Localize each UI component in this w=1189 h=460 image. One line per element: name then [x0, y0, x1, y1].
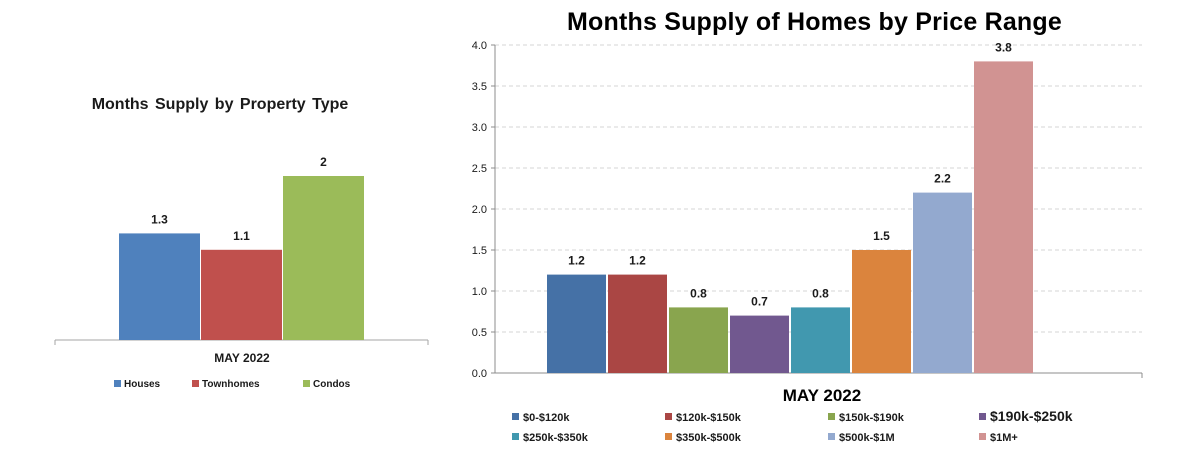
- legend-swatch: [828, 433, 835, 440]
- legend-label: $120k-$150k: [676, 412, 742, 424]
- y-tick-label: 0.5: [472, 327, 487, 339]
- legend-swatch: [828, 413, 835, 420]
- property-type-chart-svg: 1.3 1.1 2 MAY 2022 Houses Townhomes Condos: [54, 155, 429, 390]
- bar: [791, 307, 850, 373]
- bar: [119, 233, 200, 340]
- property-type-chart: Months Supply by Property Type 1.3 1.1 2 MA…: [0, 0, 440, 455]
- y-tick-label: 2.5: [472, 163, 487, 175]
- legend-label: $150k-$190k: [839, 412, 905, 424]
- data-label: 3.8: [995, 40, 1012, 54]
- price-range-chart-svg: 0.0 0.5 1.0 1.5 2.0 2.5 3.0 3.5 4.0 1.2 1.2 0.8 0.7 0…: [472, 40, 1143, 444]
- x-tick-label: MAY 2022: [214, 351, 270, 365]
- data-label: 1.5: [873, 229, 890, 243]
- bar: [669, 307, 728, 373]
- data-label: 1.2: [568, 254, 585, 268]
- chart-title: Months Supply of Homes by Price Range: [567, 8, 1062, 36]
- legend-swatch: [512, 413, 519, 420]
- data-label: 2: [320, 155, 327, 169]
- y-tick-label: 3.5: [472, 81, 487, 93]
- data-label: 0.8: [690, 286, 707, 300]
- y-tick-label: 1.5: [472, 245, 487, 257]
- bar: [283, 176, 364, 340]
- legend-label: Condos: [313, 379, 351, 390]
- y-tick-label: 1.0: [472, 286, 487, 298]
- legend-swatch: [114, 380, 121, 387]
- y-tick-label: 3.0: [472, 122, 487, 134]
- bar: [852, 250, 911, 373]
- bar: [974, 61, 1033, 374]
- legend-swatch: [665, 433, 672, 440]
- bar: [201, 249, 282, 340]
- x-tick-label: MAY 2022: [783, 386, 861, 405]
- legend-swatch: [665, 413, 672, 420]
- legend-swatch: [979, 413, 986, 420]
- legend-swatch: [512, 433, 519, 440]
- legend-label: $500k-$1M: [839, 432, 895, 444]
- data-label: 1.1: [233, 229, 250, 243]
- legend-label: $250k-$350k: [523, 432, 589, 444]
- y-tick-label: 4.0: [472, 40, 487, 52]
- bar: [608, 274, 667, 373]
- data-label: 2.2: [934, 172, 951, 186]
- legend-label: Townhomes: [202, 379, 260, 390]
- legend-label: Houses: [124, 379, 161, 390]
- legend-label: $350k-$500k: [676, 432, 742, 444]
- legend-swatch: [192, 380, 199, 387]
- legend-swatch: [303, 380, 310, 387]
- legend-label: $190k-$250k: [990, 408, 1073, 424]
- y-tick-label: 0.0: [472, 368, 487, 380]
- chart-title: Months Supply by Property Type: [91, 96, 349, 113]
- bar: [913, 192, 972, 373]
- data-label: 0.7: [751, 295, 768, 309]
- legend-label: $0-$120k: [523, 412, 570, 424]
- legend-swatch: [979, 433, 986, 440]
- bar: [730, 315, 789, 373]
- data-label: 1.2: [629, 254, 646, 268]
- bar: [547, 274, 606, 373]
- data-label: 0.8: [812, 286, 829, 300]
- legend-label: $1M+: [990, 432, 1018, 444]
- data-label: 1.3: [151, 212, 168, 226]
- y-tick-label: 2.0: [472, 204, 487, 216]
- price-range-chart: Months Supply of Homes by Price Range 0.…: [440, 0, 1189, 455]
